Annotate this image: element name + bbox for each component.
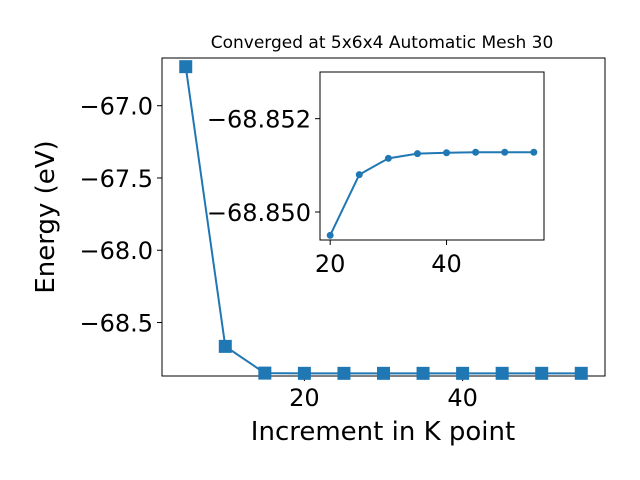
data-point-marker bbox=[495, 366, 509, 380]
data-point-marker bbox=[456, 366, 470, 380]
y-tick-label: −68.852 bbox=[207, 106, 311, 134]
y-tick-label: −68.0 bbox=[79, 237, 153, 265]
series-line bbox=[329, 151, 534, 236]
data-point-marker bbox=[443, 149, 451, 157]
data-point-marker bbox=[384, 154, 392, 162]
y-tick-label: −67.0 bbox=[79, 93, 153, 121]
data-point-marker bbox=[535, 366, 549, 380]
x-tick-label: 40 bbox=[431, 250, 462, 278]
data-point-marker bbox=[377, 366, 390, 380]
y-axis-label: Energy (eV) bbox=[31, 140, 61, 293]
x-tick-label: 20 bbox=[289, 384, 320, 412]
data-point-marker bbox=[258, 366, 272, 380]
x-tick-label: 40 bbox=[447, 384, 478, 412]
data-point-marker bbox=[472, 148, 480, 156]
main-axis-ticks: 20 40 −67.0 −67.5 −68.0 −68.5 bbox=[79, 93, 477, 412]
data-point-marker bbox=[530, 148, 538, 156]
inset-series bbox=[326, 148, 538, 239]
x-axis-label: Increment in K point bbox=[251, 417, 515, 447]
data-point-marker bbox=[337, 366, 351, 380]
chart-title: Converged at 5x6x4 Automatic Mesh 30 bbox=[211, 33, 554, 53]
y-tick-label: −68.5 bbox=[79, 310, 153, 338]
y-tick-label: −67.5 bbox=[79, 165, 153, 193]
data-point-marker bbox=[218, 339, 232, 353]
data-point-marker bbox=[413, 150, 421, 158]
data-point-marker bbox=[355, 171, 363, 179]
inset-background bbox=[320, 72, 544, 240]
inset-axis-ticks: 20 40 −68.852 −68.850 bbox=[207, 106, 462, 278]
data-point-marker bbox=[416, 366, 430, 380]
y-tick-label: −68.850 bbox=[207, 199, 311, 227]
data-point-marker bbox=[574, 366, 588, 380]
main-series bbox=[179, 60, 588, 380]
data-point-marker bbox=[326, 231, 334, 239]
data-point-marker bbox=[501, 148, 509, 156]
x-tick-label: 20 bbox=[315, 250, 346, 278]
data-point-marker bbox=[179, 60, 193, 74]
inset-plot-frame bbox=[319, 71, 545, 241]
data-point-marker bbox=[297, 366, 311, 380]
